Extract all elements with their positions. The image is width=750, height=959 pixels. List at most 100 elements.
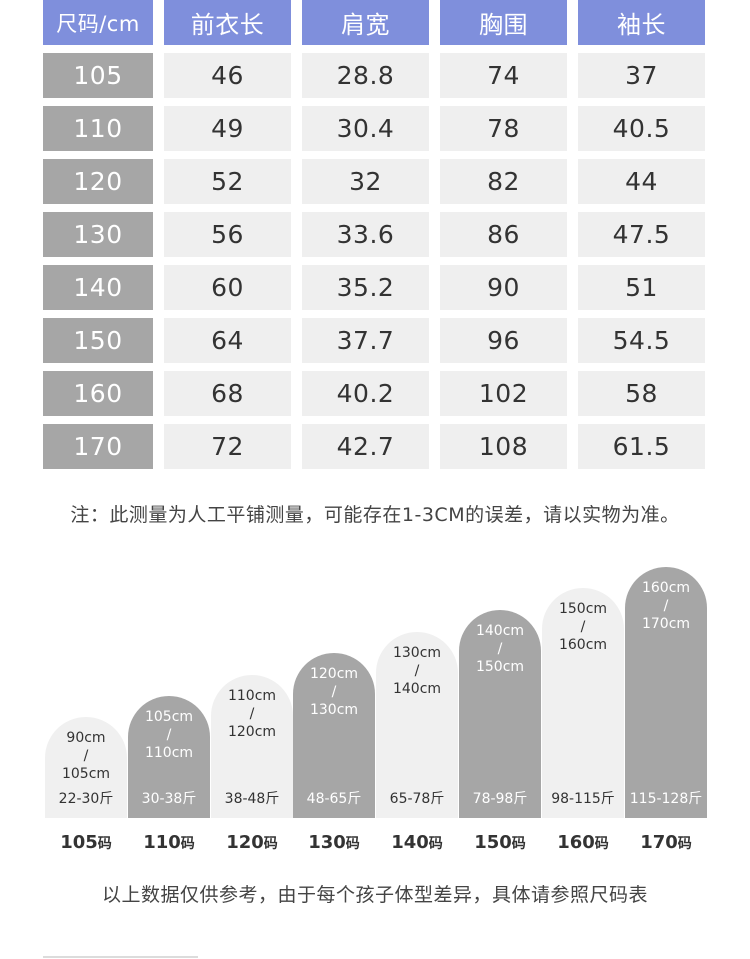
height-range: 110cm / 120cm	[211, 687, 293, 741]
height-range-line: /	[331, 684, 337, 700]
measure-cell: 37.7	[302, 318, 429, 363]
measure-cell: 51	[578, 265, 705, 310]
table-row: 140 60 35.2 90 51	[43, 265, 705, 310]
size-number: 105	[60, 832, 98, 853]
measure-cell: 78	[440, 106, 567, 151]
height-range: 90cm / 105cm	[45, 729, 127, 783]
size-guide-chart: 90cm/105cm 22-30斤 105cm/110cm 30-38斤 110cm/1…	[45, 560, 707, 818]
weight-range: 98-115斤	[551, 791, 615, 807]
weight-range: 22-30斤	[58, 791, 114, 807]
measure-cell: 102	[440, 371, 567, 416]
size-number: 140	[391, 832, 429, 853]
height-range-line: 120cm	[309, 666, 359, 682]
size-cell: 105	[43, 53, 153, 98]
measure-cell: 35.2	[302, 265, 429, 310]
size-label: 150码	[459, 832, 541, 853]
size-unit: 码	[263, 836, 278, 852]
height-range-line: /	[663, 598, 669, 614]
weight-range: 30-38斤	[141, 791, 197, 807]
measure-cell: 30.4	[302, 106, 429, 151]
height-range-line: 140cm	[392, 681, 442, 697]
measure-cell: 74	[440, 53, 567, 98]
measure-cell: 86	[440, 212, 567, 257]
weight-range: 115-128斤	[629, 791, 703, 807]
size-guide-bar: 140cm / 150cm 78-98斤	[459, 610, 541, 818]
weight-range: 65-78斤	[389, 791, 445, 807]
size-cell: 110	[43, 106, 153, 151]
height-range-line: 110cm	[227, 688, 277, 704]
height-range-line: /	[497, 641, 503, 657]
table-row: 170 72 42.7 108 61.5	[43, 424, 705, 469]
size-cell: 120	[43, 159, 153, 204]
height-range-line: 150cm	[475, 659, 525, 675]
measure-cell: 37	[578, 53, 705, 98]
size-cell: 150	[43, 318, 153, 363]
measure-cell: 52	[164, 159, 291, 204]
size-guide-bar: 160cm / 170cm 115-128斤	[625, 567, 707, 818]
table-header-cell: 袖长	[578, 0, 705, 45]
height-range-line: /	[249, 706, 255, 722]
height-range-line: 120cm	[227, 724, 277, 740]
height-range-line: 90cm	[66, 730, 106, 746]
size-number: 130	[308, 832, 346, 853]
size-unit: 码	[428, 836, 443, 852]
measure-cell: 72	[164, 424, 291, 469]
height-range: 120cm / 130cm	[293, 665, 375, 719]
measure-cell: 56	[164, 212, 291, 257]
size-guide-bar: 110cm / 120cm 38-48斤	[211, 675, 293, 818]
measure-cell: 40.5	[578, 106, 705, 151]
size-label: 140码	[376, 832, 458, 853]
table-header-cell: 胸围	[440, 0, 567, 45]
size-label: 170码	[625, 832, 707, 853]
size-number: 170	[640, 832, 678, 853]
height-range-line: 170cm	[641, 616, 691, 632]
size-unit: 码	[594, 836, 609, 852]
table-header-row: 尺码/cm 前衣长 肩宽 胸围 袖长	[43, 0, 705, 45]
size-number: 110	[143, 832, 181, 853]
height-range: 130cm / 140cm	[376, 644, 458, 698]
size-label: 160码	[542, 832, 624, 853]
size-label: 110码	[128, 832, 210, 853]
size-number: 160	[557, 832, 595, 853]
height-range-line: 105cm	[61, 766, 111, 782]
measure-cell: 49	[164, 106, 291, 151]
measure-cell: 32	[302, 159, 429, 204]
table-header-cell: 肩宽	[302, 0, 429, 45]
size-guide-bar: 130cm / 140cm 65-78斤	[376, 632, 458, 818]
size-labels: 105码 110码 120码 130码 140码 150码 160码 170码	[45, 832, 707, 862]
measurement-note: 注：此测量为人工平铺测量，可能存在1-3CM的误差，请以实物为准。	[70, 504, 680, 526]
height-range-line: 110cm	[144, 745, 194, 761]
measure-cell: 90	[440, 265, 567, 310]
measure-cell: 28.8	[302, 53, 429, 98]
height-range-line: 130cm	[309, 702, 359, 718]
size-cell: 170	[43, 424, 153, 469]
height-range-line: /	[414, 663, 420, 679]
measure-cell: 46	[164, 53, 291, 98]
measure-cell: 68	[164, 371, 291, 416]
table-header-cell: 尺码/cm	[43, 0, 153, 45]
height-range: 160cm / 170cm	[625, 579, 707, 633]
measure-cell: 82	[440, 159, 567, 204]
height-range: 105cm / 110cm	[128, 708, 210, 762]
table-row: 130 56 33.6 86 47.5	[43, 212, 705, 257]
measure-cell: 44	[578, 159, 705, 204]
height-range-line: /	[83, 748, 89, 764]
table-row: 120 52 32 82 44	[43, 159, 705, 204]
table-header-cell: 前衣长	[164, 0, 291, 45]
table-row: 160 68 40.2 102 58	[43, 371, 705, 416]
table-row: 110 49 30.4 78 40.5	[43, 106, 705, 151]
size-unit: 码	[97, 836, 112, 852]
height-range-line: 130cm	[392, 645, 442, 661]
measure-cell: 61.5	[578, 424, 705, 469]
table-row: 150 64 37.7 96 54.5	[43, 318, 705, 363]
size-number: 120	[226, 832, 264, 853]
measure-cell: 54.5	[578, 318, 705, 363]
height-range-line: /	[166, 727, 172, 743]
height-range-line: 105cm	[144, 709, 194, 725]
height-range-line: 160cm	[641, 580, 691, 596]
size-guide-bar: 90cm / 105cm 22-30斤	[45, 717, 127, 818]
weight-range: 48-65斤	[306, 791, 362, 807]
size-number: 150	[474, 832, 512, 853]
measure-cell: 108	[440, 424, 567, 469]
measure-cell: 58	[578, 371, 705, 416]
